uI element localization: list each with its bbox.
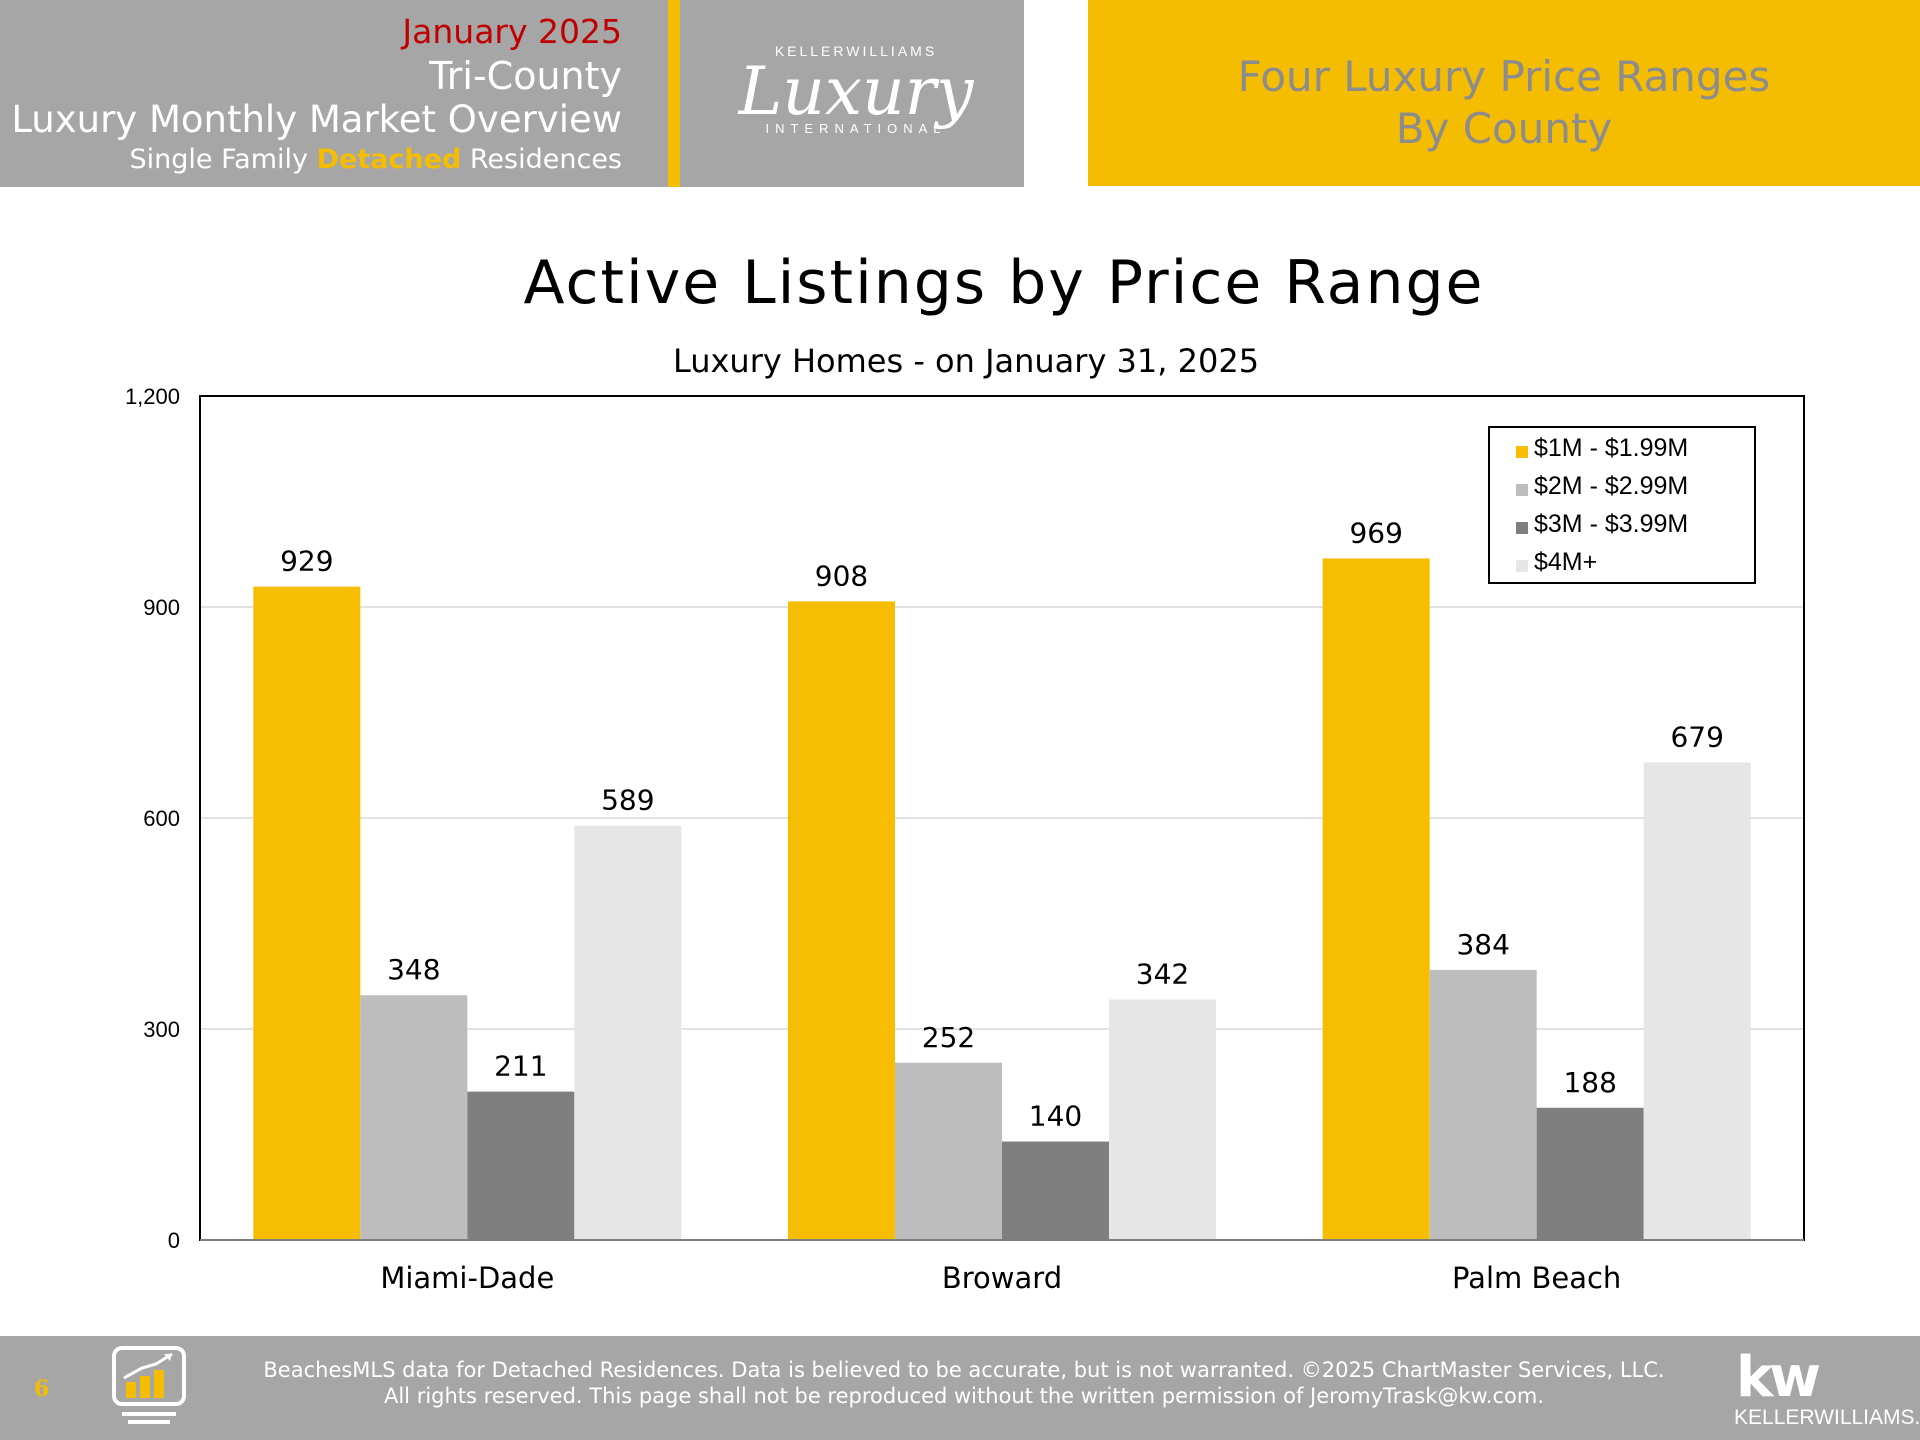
- bar: [467, 1091, 575, 1240]
- legend-label-4: $4M+: [1534, 548, 1598, 576]
- data-label: 589: [601, 784, 654, 817]
- footer-rights: All rights reserved. This page shall not…: [383, 1384, 1545, 1408]
- bar: [1643, 762, 1751, 1240]
- y-tick-label: 600: [143, 806, 180, 831]
- data-label: 969: [1349, 516, 1402, 549]
- legend-label-1: $1M - $1.99M: [1534, 434, 1689, 462]
- data-label: 929: [280, 545, 333, 578]
- section-banner: Four Luxury Price Ranges By County: [1088, 0, 1920, 186]
- logo-top-text: KELLERWILLIAMS: [775, 43, 937, 59]
- legend-swatch-3: [1516, 522, 1528, 534]
- kw-luxury-logo-graphic: KELLERWILLIAMS Luxury INTERNATIONAL: [738, 43, 975, 136]
- footer-disclaimer: BeachesMLS data for Detached Residences.…: [263, 1358, 1665, 1382]
- x-tick-label: Miami-Dade: [380, 1261, 554, 1295]
- bar: [895, 1062, 1002, 1240]
- header-panel: January 2025 Tri-County Luxury Monthly M…: [0, 0, 668, 187]
- x-tick-label: Palm Beach: [1452, 1261, 1621, 1295]
- chart-title: Active Listings by Price Range: [523, 248, 1485, 318]
- kw-logo-wordmark: KELLERWILLIAMS.: [1734, 1406, 1920, 1429]
- legend-item-3: $3M - $3.99M: [1516, 510, 1689, 544]
- report-subtitle: Single Family Detached Residences: [130, 144, 622, 175]
- chart-subtitle: Luxury Homes - on January 31, 2025: [672, 342, 1260, 380]
- subtitle-prefix: Single Family: [129, 144, 317, 175]
- y-tick-label: 300: [143, 1017, 180, 1042]
- data-label: 679: [1670, 720, 1723, 753]
- legend-item-2: $2M - $2.99M: [1516, 472, 1689, 506]
- legend-item-1: $1M - $1.99M: [1516, 434, 1689, 468]
- data-label: 252: [922, 1021, 975, 1054]
- logo-bottom-text: INTERNATIONAL: [765, 121, 946, 136]
- subtitle-highlight: Detached: [316, 144, 462, 175]
- kw-luxury-logo: KELLERWILLIAMS Luxury INTERNATIONAL: [680, 0, 1024, 187]
- report-title: Luxury Monthly Market Overview: [11, 98, 622, 141]
- bar: [1322, 558, 1430, 1240]
- header-divider: [668, 0, 680, 187]
- chart-legend: $1M - $1.99M $2M - $2.99M $3M - $3.99M $…: [1488, 426, 1756, 584]
- footer: 6 BeachesMLS data for Detached Residence…: [0, 1336, 1920, 1440]
- y-tick-label: 0: [168, 1228, 180, 1253]
- bar: [574, 825, 682, 1240]
- legend-swatch-2: [1516, 484, 1528, 496]
- subtitle-suffix: Residences: [461, 144, 622, 175]
- bar: [1002, 1141, 1109, 1240]
- legend-label-2: $2M - $2.99M: [1534, 472, 1689, 500]
- section-title-line1: Four Luxury Price Ranges: [1237, 52, 1771, 101]
- bar: [360, 995, 468, 1240]
- bar-chart: 0 300 600 900 1,200 929 348 211 589 Miami-Dade 908…: [125, 384, 1805, 1295]
- page-number: 6: [34, 1376, 50, 1402]
- keller-williams-logo: kw KELLERWILLIAMS.: [1734, 1345, 1920, 1432]
- bar: [1429, 969, 1537, 1240]
- legend-label-3: $3M - $3.99M: [1534, 510, 1689, 538]
- section-title-line2: By County: [1395, 104, 1613, 153]
- legend-item-4: $4M+: [1516, 548, 1598, 582]
- bar: [253, 586, 361, 1240]
- chartmaster-logo-icon: [112, 1346, 186, 1424]
- report-month: January 2025: [402, 12, 622, 51]
- data-label: 188: [1563, 1066, 1616, 1099]
- legend-swatch-1: [1516, 446, 1528, 458]
- kw-logo-mark: kw: [1736, 1345, 1821, 1410]
- data-label: 342: [1136, 957, 1189, 990]
- data-label: 140: [1029, 1100, 1082, 1133]
- y-tick-label: 900: [143, 595, 180, 620]
- data-label: 908: [815, 559, 868, 592]
- y-tick-label: 1,200: [125, 384, 180, 409]
- bar: [1536, 1107, 1644, 1240]
- data-label: 211: [494, 1050, 547, 1083]
- report-region: Tri-County: [429, 54, 622, 98]
- bar: [788, 601, 895, 1240]
- legend-swatch-4: [1516, 560, 1528, 572]
- data-label: 348: [387, 953, 440, 986]
- bar: [1109, 999, 1216, 1240]
- data-label: 384: [1456, 928, 1509, 961]
- logo-script-text: Luxury: [738, 53, 975, 130]
- x-tick-label: Broward: [942, 1261, 1062, 1295]
